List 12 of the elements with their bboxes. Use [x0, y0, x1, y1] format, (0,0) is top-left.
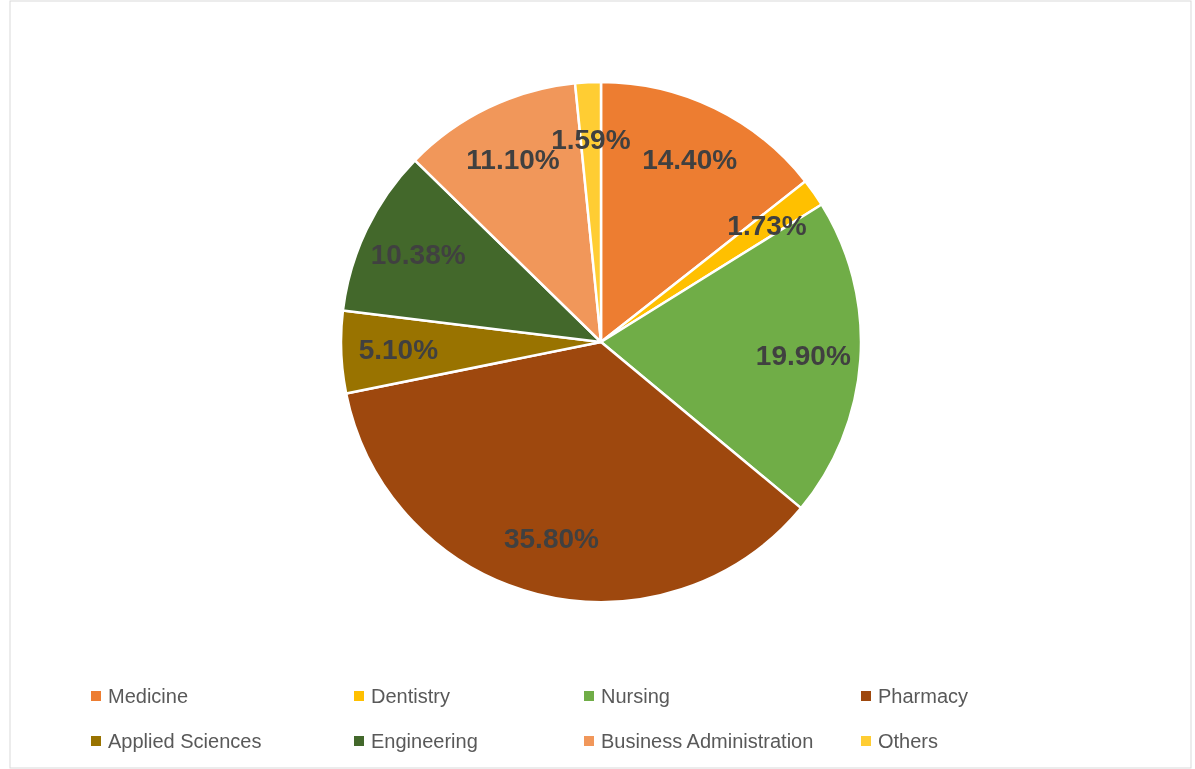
legend-label: Business Administration: [601, 730, 814, 752]
legend-label: Applied Sciences: [108, 730, 262, 752]
data-label: 5.10%: [358, 334, 439, 366]
legend-label: Pharmacy: [878, 685, 969, 707]
data-label: 19.90%: [755, 340, 851, 372]
legend-label: Engineering: [371, 730, 478, 752]
legend-label: Medicine: [108, 685, 189, 707]
data-label: 14.40%: [642, 144, 738, 176]
legend-label: Others: [878, 730, 939, 752]
data-label: 35.80%: [503, 523, 600, 555]
legend-label: Nursing: [601, 685, 670, 707]
legend-label: Dentistry: [371, 685, 450, 707]
